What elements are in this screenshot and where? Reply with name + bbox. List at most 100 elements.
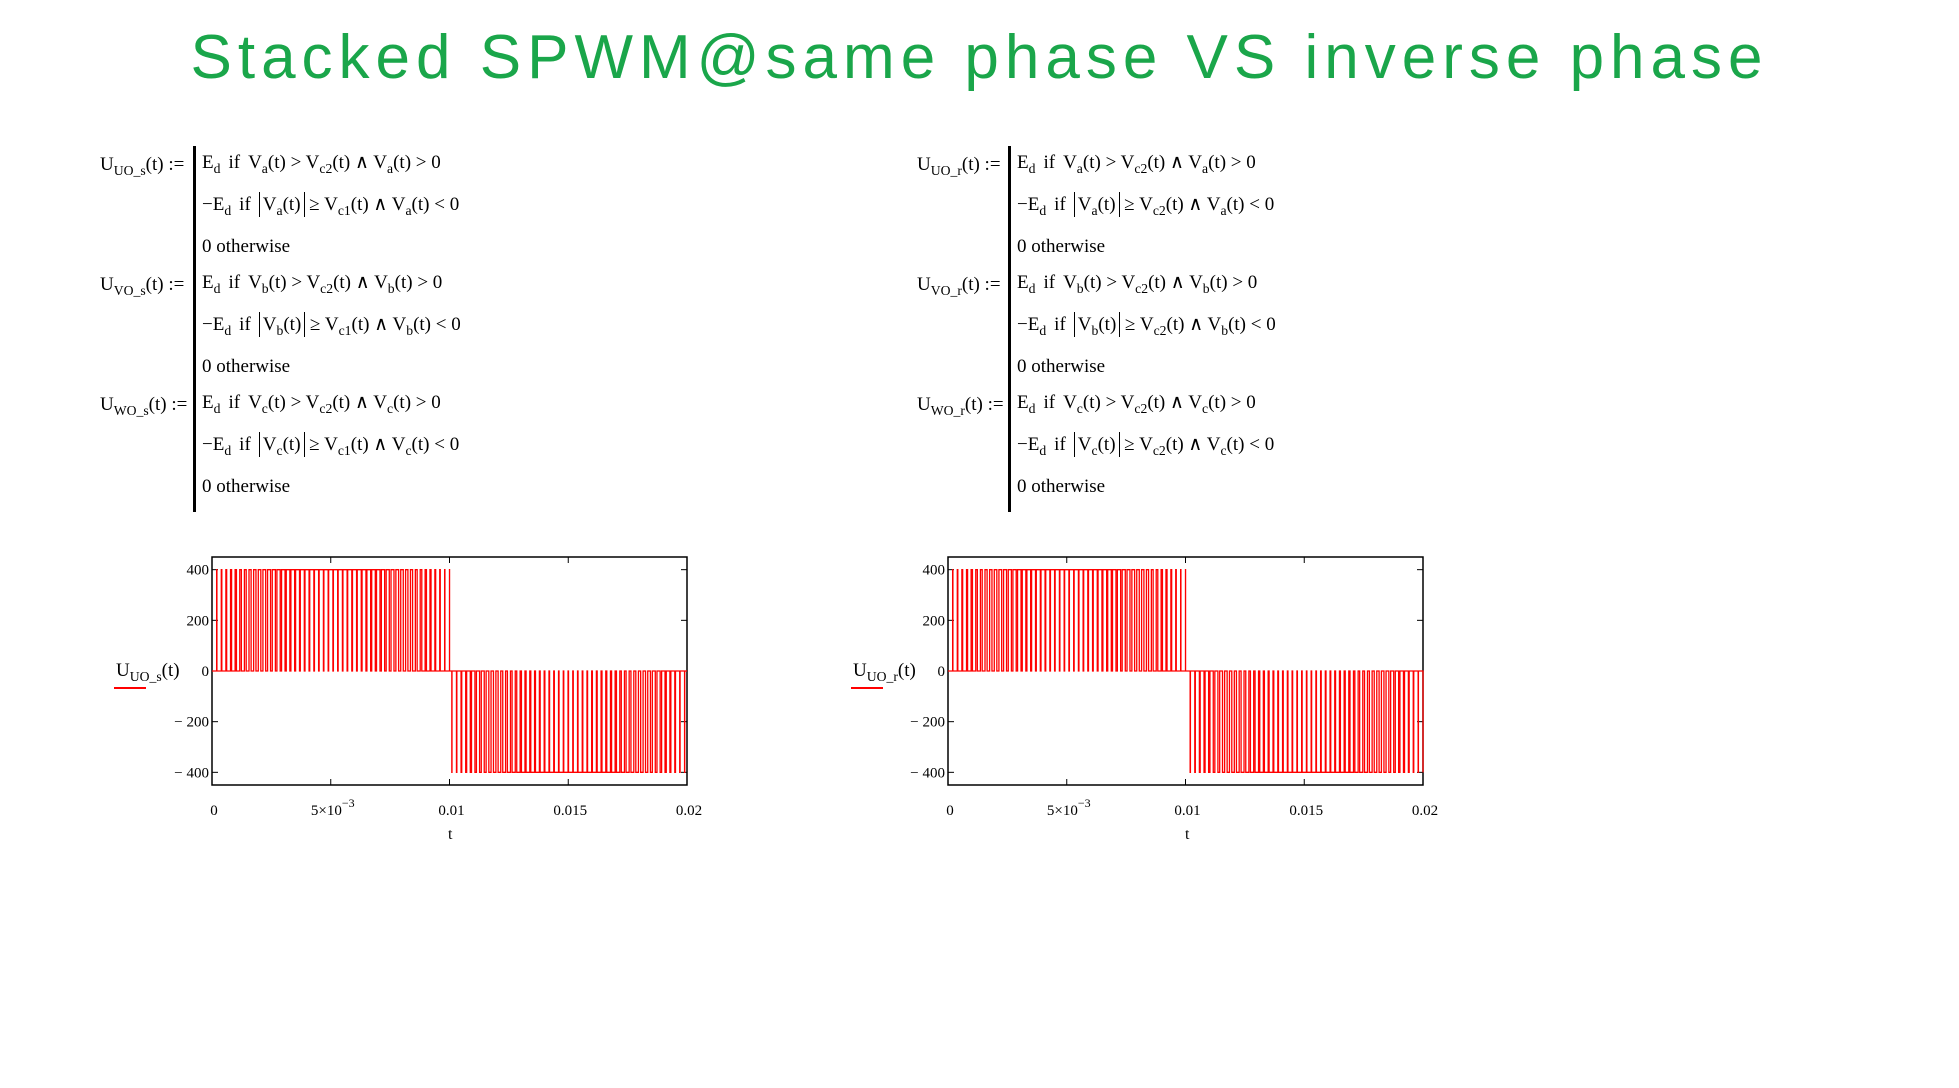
- case-rel: ≥ Vc1: [309, 434, 351, 458]
- case-tail: (t) ∧ Va(t) > 0: [1147, 152, 1256, 176]
- case-tail: (t) ∧ Va(t) > 0: [332, 152, 441, 176]
- case-value-sub: d: [224, 202, 232, 218]
- y-tick-label: − 200: [910, 715, 945, 731]
- case-row: −Ed if Vc(t) ≥ Vc2(t) ∧ Vc(t) < 0: [1017, 428, 1274, 470]
- y-tick-label: 400: [923, 563, 946, 579]
- abs-bars: Vc(t): [258, 432, 305, 457]
- case-var: Vb(t): [262, 314, 302, 338]
- lhs-text: UUO_r(t) :=: [917, 154, 1001, 178]
- equation-lhs: UVO_r(t) :=: [917, 274, 1001, 298]
- case-if: if: [228, 152, 241, 173]
- lhs-text-sub: VO_r: [930, 282, 962, 298]
- case-var: Va(t): [262, 194, 301, 218]
- equation-lhs: UWO_r(t) :=: [917, 394, 1004, 417]
- case-rel: ≥ Vc2: [1125, 314, 1167, 338]
- y-tick-label: 0: [938, 664, 946, 680]
- abs-bars: Vb(t): [1073, 312, 1121, 338]
- case-row: Ed if Va(t) > Vc2(t) ∧ Va(t) > 0: [202, 146, 459, 188]
- case-row: Ed if Vc(t) > Vc2(t) ∧ Vc(t) > 0: [202, 386, 459, 428]
- case-rel-sub: c1: [337, 202, 351, 218]
- equation-cases: Ed if Vc(t) > Vc2(t) ∧ Vc(t) > 0 −Ed if Vc(t)…: [1008, 386, 1274, 512]
- y-tick-label: 200: [187, 613, 210, 629]
- case-var-sub: b: [1091, 322, 1099, 338]
- case-otherwise: 0 otherwise: [202, 356, 291, 377]
- abs-bars: Va(t): [258, 192, 305, 218]
- equation-lhs: UUO_s(t) :=: [100, 154, 184, 178]
- case-value-sub: d: [1039, 202, 1047, 218]
- y-axis-label: UUO_r(t): [853, 660, 916, 684]
- case-otherwise: 0 otherwise: [1017, 476, 1106, 497]
- case-value: Ed: [1017, 392, 1036, 416]
- equation-block: UVO_r(t) := Ed if Vb(t) > Vc2(t) ∧ Vb(t) > …: [917, 266, 1557, 392]
- case-rel-sub: c2: [1135, 280, 1149, 296]
- case-rel: ≥ Vc1: [310, 314, 352, 338]
- case-var: Vb(t): [248, 272, 292, 296]
- case-tail-sub: c: [405, 442, 412, 458]
- case-var: Vc(t): [1077, 434, 1116, 458]
- x-tick-label: 0.01: [1174, 803, 1200, 819]
- case-tail: (t) ∧ Va(t) < 0: [350, 194, 460, 218]
- case-tail: (t) ∧ Vc(t) < 0: [1165, 434, 1275, 458]
- case-otherwise: 0 otherwise: [202, 476, 291, 497]
- case-rel: > Vc2: [1105, 392, 1148, 416]
- case-var-sub: a: [261, 160, 268, 176]
- case-row: −Ed if Vc(t) ≥ Vc1(t) ∧ Vc(t) < 0: [202, 428, 459, 470]
- equation-cases: Ed if Vb(t) > Vc2(t) ∧ Vb(t) > 0 −Ed if Vb(t)…: [1008, 266, 1276, 392]
- x-axis-label: t: [1185, 826, 1190, 843]
- x-axis-label: t: [448, 826, 453, 843]
- case-otherwise: 0 otherwise: [1017, 236, 1106, 257]
- lhs-text-sub: UO_s: [113, 162, 146, 178]
- case-var-sub: a: [1091, 202, 1098, 218]
- y-label-text: UUO_r(t): [853, 660, 916, 684]
- case-var: Va(t): [1077, 194, 1116, 218]
- case-value-sub: d: [1028, 280, 1036, 296]
- case-row: 0 otherwise: [202, 350, 461, 392]
- case-tail-sub: c: [387, 400, 394, 416]
- case-row: −Ed if Va(t) ≥ Vc2(t) ∧ Va(t) < 0: [1017, 188, 1274, 230]
- case-rel-sub: c2: [1134, 160, 1148, 176]
- case-rel: > Vc2: [291, 272, 334, 296]
- case-row: 0 otherwise: [1017, 470, 1274, 512]
- case-row: 0 otherwise: [1017, 350, 1276, 392]
- case-rel: > Vc2: [290, 392, 333, 416]
- page-title: Stacked SPWM@same phase VS inverse phase: [190, 23, 1769, 92]
- series-line: [948, 569, 1424, 773]
- case-value: −Ed: [202, 194, 232, 218]
- lhs-text-sub: UO_r: [930, 162, 962, 178]
- case-if: if: [228, 392, 241, 413]
- case-value-sub: d: [1028, 160, 1036, 176]
- y-tick-label: 200: [923, 613, 946, 629]
- case-value-sub: d: [224, 322, 232, 338]
- case-rel: ≥ Vc2: [1124, 194, 1166, 218]
- case-value-sub: d: [224, 442, 232, 458]
- case-value-sub: d: [213, 280, 221, 296]
- equation-lhs: UVO_s(t) :=: [100, 274, 184, 297]
- case-tail: (t) ∧ Vb(t) > 0: [1148, 272, 1258, 296]
- case-row: Ed if Vb(t) > Vc2(t) ∧ Vb(t) > 0: [202, 266, 461, 308]
- y-axis-label: UUO_s(t): [116, 660, 180, 684]
- equation-block: UWO_s(t) := Ed if Vc(t) > Vc2(t) ∧ Vc(t) > …: [100, 386, 740, 512]
- case-value: Ed: [202, 272, 221, 296]
- case-tail: (t) ∧ Vb(t) < 0: [1166, 314, 1276, 338]
- case-rel: ≥ Vc1: [309, 194, 351, 218]
- case-tail-sub: b: [406, 322, 414, 338]
- case-tail: (t) ∧ Va(t) < 0: [1165, 194, 1275, 218]
- case-row: −Ed if Vb(t) ≥ Vc1(t) ∧ Vb(t) < 0: [202, 308, 461, 350]
- case-var: Va(t): [248, 152, 291, 176]
- x-tick-exponent: −3: [1078, 796, 1091, 810]
- case-rel: > Vc2: [290, 152, 333, 176]
- case-tail-sub: c: [1202, 400, 1209, 416]
- case-tail: (t) ∧ Vb(t) < 0: [351, 314, 461, 338]
- case-otherwise: 0 otherwise: [1017, 356, 1106, 377]
- case-value: Ed: [202, 392, 221, 416]
- case-value: Ed: [1017, 152, 1036, 176]
- y-label-text-sub: UO_r: [866, 668, 898, 684]
- case-if: if: [1054, 314, 1066, 335]
- x-tick-exponent: −3: [342, 796, 355, 810]
- y-label-text: UUO_s(t): [116, 660, 180, 684]
- case-var-sub: c: [261, 400, 268, 416]
- case-if: if: [1054, 434, 1066, 455]
- case-row: Ed if Vc(t) > Vc2(t) ∧ Vc(t) > 0: [1017, 386, 1274, 428]
- case-if: if: [1043, 152, 1056, 173]
- x-tick-label: 0.02: [676, 803, 702, 819]
